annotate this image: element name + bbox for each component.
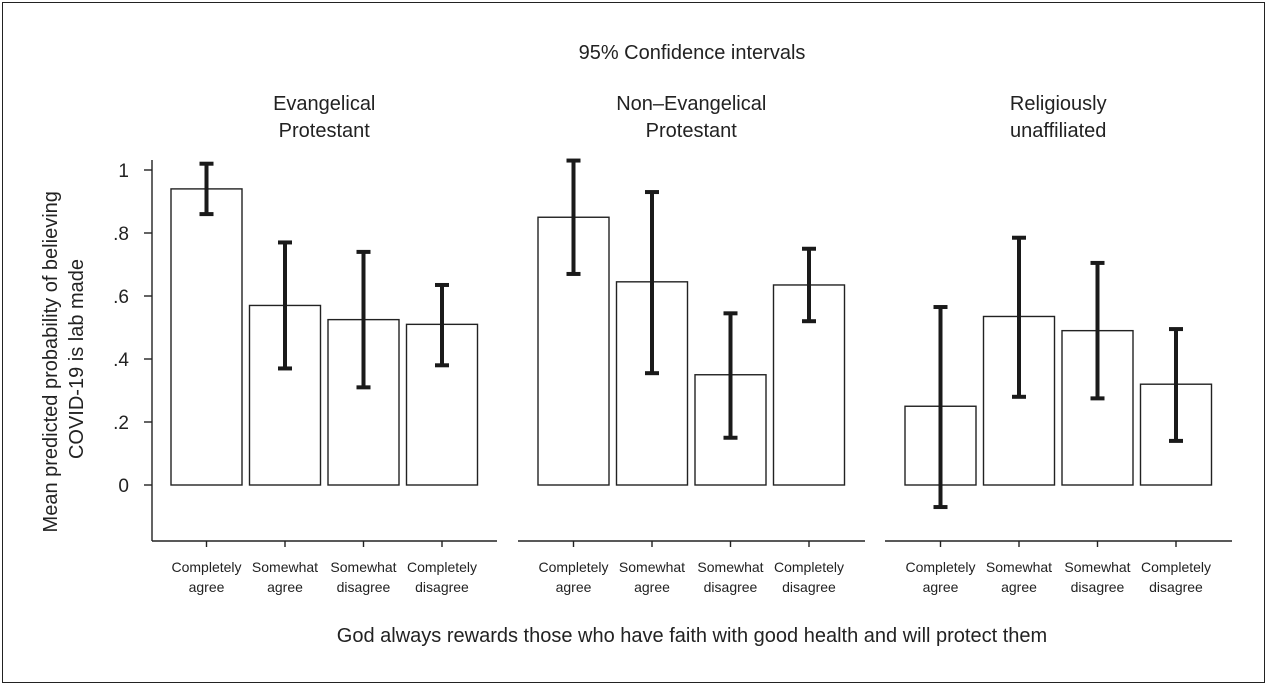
- x-tick-label: Completely disagree: [774, 559, 844, 595]
- y-tick-label: .6: [113, 287, 129, 308]
- x-tick-label: Completely disagree: [1141, 559, 1211, 595]
- bar: [327, 318, 400, 486]
- y-tick-label: .2: [113, 413, 129, 434]
- panel-title-line: Protestant: [646, 120, 738, 142]
- y-axis-label-line-2: COVID-19 is lab made: [66, 259, 88, 459]
- chart-title: 95% Confidence intervals: [579, 42, 806, 64]
- panel-title-line: Protestant: [279, 120, 371, 142]
- y-axis-label-line-1: Mean predicted probability of believing: [40, 191, 62, 532]
- x-tick-label: Somewhat disagree: [697, 559, 763, 595]
- y-tick-label: 0: [118, 476, 129, 497]
- x-tick-label-line: disagree: [782, 579, 836, 595]
- y-tick-label: .4: [113, 350, 129, 371]
- x-tick-label-line: Somewhat: [1064, 559, 1130, 575]
- x-tick-label: Completely agree: [171, 559, 241, 595]
- panel-title-line: Religiously: [1010, 93, 1107, 115]
- x-tick-label-line: agree: [1001, 579, 1037, 595]
- x-tick-label-line: disagree: [1071, 579, 1125, 595]
- x-tick-label-line: disagree: [704, 579, 758, 595]
- bar: [405, 323, 479, 486]
- x-tick-label-line: Somewhat: [986, 559, 1052, 575]
- panel-title-line: unaffiliated: [1010, 120, 1106, 142]
- x-tick-label-line: agree: [267, 579, 303, 595]
- panel-title: Evangelical Protestant: [273, 93, 375, 142]
- panel-title-line: Non–Evangelical: [616, 93, 766, 115]
- x-tick-label-line: Completely: [905, 559, 975, 575]
- plot-area: 0 .2 .4 .6 .8 1 Evangelical Protestant Completel…: [113, 93, 1232, 595]
- x-tick-label: Somewhat agree: [619, 559, 685, 595]
- panel-title: Religiously unaffiliated: [1010, 93, 1107, 142]
- x-tick-label-line: agree: [189, 579, 225, 595]
- x-tick-label-line: Completely: [774, 559, 844, 575]
- x-tick-label: Somewhat disagree: [330, 559, 396, 595]
- panel-title-line: Evangelical: [273, 93, 375, 115]
- x-tick-label-line: Somewhat: [697, 559, 763, 575]
- x-tick-label: Completely agree: [905, 559, 975, 595]
- x-tick-label-line: disagree: [415, 579, 469, 595]
- x-tick-label-line: agree: [556, 579, 592, 595]
- bar: [170, 188, 243, 486]
- x-tick-label: Completely disagree: [407, 559, 477, 595]
- x-tick-label: Somewhat agree: [252, 559, 318, 595]
- x-tick-label: Completely agree: [538, 559, 608, 595]
- x-tick-label-line: Somewhat: [619, 559, 685, 575]
- x-tick-label-line: disagree: [1149, 579, 1203, 595]
- x-tick-label-line: agree: [634, 579, 670, 595]
- x-tick-label-line: Completely: [171, 559, 241, 575]
- y-axis-label: Mean predicted probability of believing …: [40, 186, 88, 533]
- x-tick-label-line: agree: [923, 579, 959, 595]
- x-tick-label-line: disagree: [337, 579, 391, 595]
- x-tick-label-line: Somewhat: [330, 559, 396, 575]
- x-tick-label-line: Somewhat: [252, 559, 318, 575]
- x-tick-label-line: Completely: [538, 559, 608, 575]
- x-tick-label: Somewhat disagree: [1064, 559, 1130, 595]
- x-tick-label-line: Completely: [407, 559, 477, 575]
- x-tick-label-line: Completely: [1141, 559, 1211, 575]
- x-axis-label: God always rewards those who have faith …: [337, 625, 1047, 647]
- panel-title: Non–Evangelical Protestant: [616, 93, 766, 142]
- y-tick-label: .8: [113, 224, 129, 245]
- y-tick-label: 1: [118, 161, 129, 182]
- x-tick-label: Somewhat agree: [986, 559, 1052, 595]
